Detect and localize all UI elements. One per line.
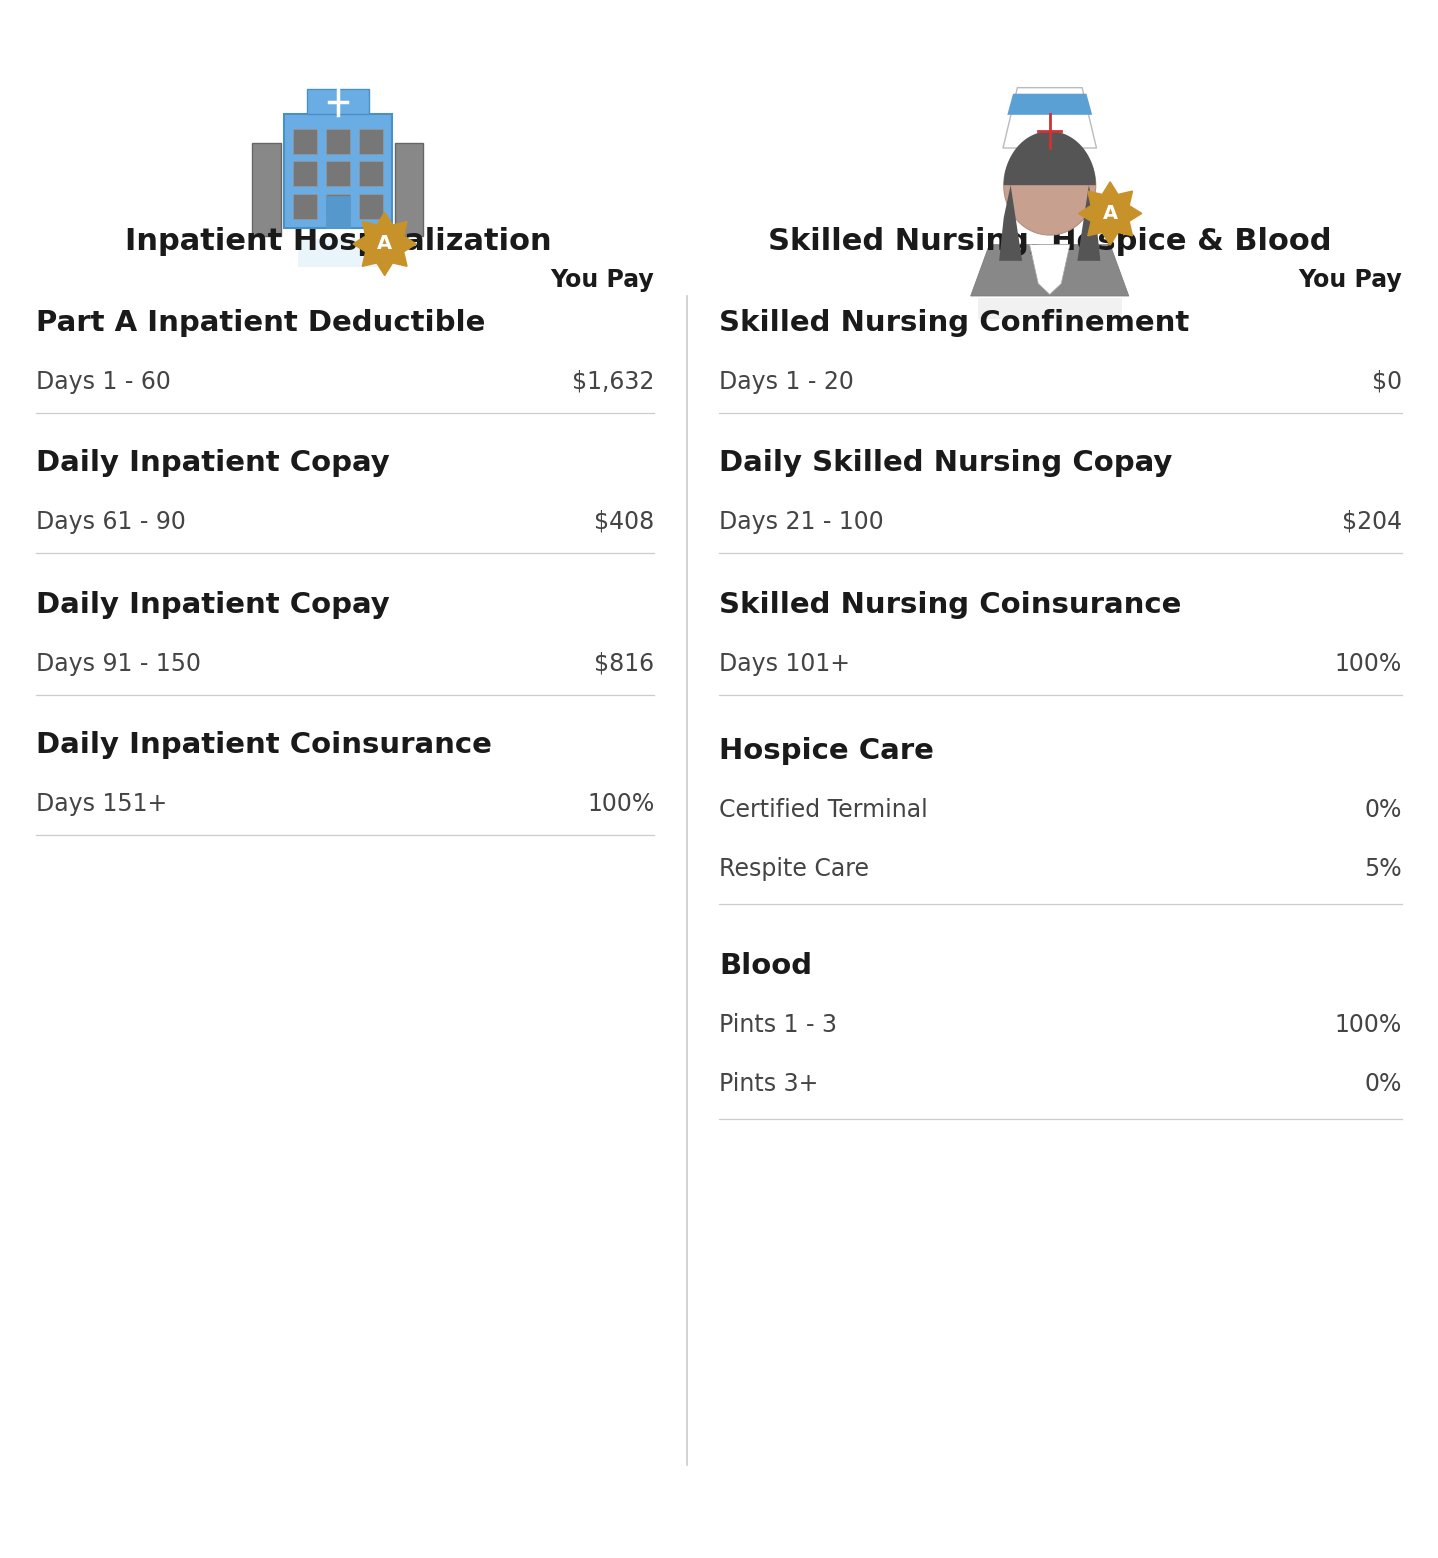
Text: You Pay: You Pay [1299, 268, 1402, 293]
Text: Daily Inpatient Coinsurance: Daily Inpatient Coinsurance [36, 731, 492, 759]
Text: 100%: 100% [1334, 1013, 1402, 1038]
Text: A: A [377, 234, 393, 254]
Polygon shape [971, 245, 1129, 296]
Text: $204: $204 [1342, 509, 1402, 534]
Text: Daily Inpatient Copay: Daily Inpatient Copay [36, 590, 390, 619]
Polygon shape [1004, 131, 1096, 185]
Text: Skilled Nursing, Hospice & Blood: Skilled Nursing, Hospice & Blood [768, 227, 1332, 256]
Polygon shape [1004, 87, 1096, 148]
Text: Days 151+: Days 151+ [36, 791, 167, 816]
FancyBboxPatch shape [326, 196, 349, 229]
FancyBboxPatch shape [252, 143, 280, 237]
Text: Blood: Blood [719, 952, 812, 980]
Polygon shape [1077, 185, 1100, 260]
FancyBboxPatch shape [360, 160, 383, 187]
Text: Skilled Nursing Coinsurance: Skilled Nursing Coinsurance [719, 590, 1182, 619]
Text: $816: $816 [594, 651, 654, 676]
FancyBboxPatch shape [325, 193, 349, 220]
FancyBboxPatch shape [325, 160, 349, 187]
Text: Days 1 - 20: Days 1 - 20 [719, 369, 854, 394]
Text: Days 101+: Days 101+ [719, 651, 850, 676]
Text: Part A Inpatient Deductible: Part A Inpatient Deductible [36, 308, 485, 337]
Text: Days 91 - 150: Days 91 - 150 [36, 651, 201, 676]
Text: Daily Inpatient Copay: Daily Inpatient Copay [36, 449, 390, 477]
Polygon shape [1007, 93, 1091, 115]
Text: Pints 1 - 3: Pints 1 - 3 [719, 1013, 837, 1038]
Text: 5%: 5% [1365, 857, 1402, 882]
FancyBboxPatch shape [283, 114, 391, 229]
Text: $1,632: $1,632 [572, 369, 654, 394]
FancyBboxPatch shape [306, 89, 370, 114]
FancyBboxPatch shape [293, 193, 316, 220]
FancyBboxPatch shape [293, 129, 316, 154]
Text: Inpatient Hospitalization: Inpatient Hospitalization [125, 227, 551, 256]
Text: Daily Skilled Nursing Copay: Daily Skilled Nursing Copay [719, 449, 1172, 477]
Text: Days 61 - 90: Days 61 - 90 [36, 509, 186, 534]
FancyBboxPatch shape [293, 160, 316, 187]
Text: A: A [1103, 204, 1117, 223]
Text: Certified Terminal: Certified Terminal [719, 798, 928, 823]
Polygon shape [352, 212, 417, 276]
Text: Respite Care: Respite Care [719, 857, 869, 882]
Circle shape [1004, 136, 1096, 235]
FancyBboxPatch shape [360, 193, 383, 220]
Text: You Pay: You Pay [551, 268, 654, 293]
Text: 0%: 0% [1365, 1072, 1402, 1097]
Text: Days 21 - 100: Days 21 - 100 [719, 509, 884, 534]
Polygon shape [1078, 182, 1142, 245]
Text: $0: $0 [1372, 369, 1402, 394]
Text: 100%: 100% [1334, 651, 1402, 676]
FancyBboxPatch shape [299, 240, 377, 268]
FancyBboxPatch shape [978, 298, 1122, 319]
Text: 100%: 100% [587, 791, 654, 816]
FancyBboxPatch shape [325, 129, 349, 154]
Text: Days 1 - 60: Days 1 - 60 [36, 369, 171, 394]
Text: Hospice Care: Hospice Care [719, 737, 933, 765]
Text: Pints 3+: Pints 3+ [719, 1072, 818, 1097]
FancyBboxPatch shape [360, 129, 383, 154]
Polygon shape [1030, 245, 1070, 294]
Text: $408: $408 [594, 509, 654, 534]
Polygon shape [999, 185, 1022, 260]
Text: Skilled Nursing Confinement: Skilled Nursing Confinement [719, 308, 1189, 337]
Text: 0%: 0% [1365, 798, 1402, 823]
FancyBboxPatch shape [394, 143, 423, 237]
